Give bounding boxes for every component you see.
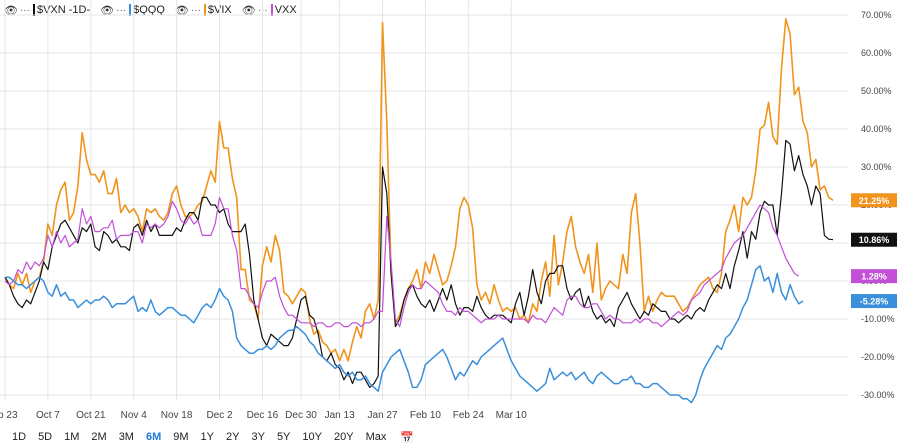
grid [0, 0, 848, 400]
series-line-qqq [5, 265, 804, 404]
y-tick-label: 60.00% [861, 48, 892, 58]
x-tick-label: Jan 27 [368, 410, 398, 421]
legend-swatch [129, 4, 132, 16]
last-value-label: 1.28% [861, 272, 887, 282]
y-tick-label: -30.00% [861, 390, 895, 400]
range-button-10y[interactable]: 10Y [302, 431, 322, 443]
range-button-20y[interactable]: 20Y [333, 431, 354, 443]
x-tick-label: Oct 7 [36, 410, 60, 421]
calendar-icon[interactable]: 📅 [400, 431, 415, 444]
series-lines [4, 17, 834, 404]
more-icon[interactable]: ··· [19, 4, 30, 16]
range-button-max[interactable]: Max [365, 431, 387, 443]
y-tick-label: -20.00% [861, 352, 895, 362]
x-tick-label: Jan 13 [325, 410, 355, 421]
series-line-vxx [4, 196, 800, 328]
series-line-vxnd [4, 139, 834, 388]
last-value-badge [851, 294, 897, 309]
eye-icon[interactable]: 👁 [100, 4, 115, 17]
series-line-vix [4, 17, 834, 362]
legend-label: VXX [274, 4, 297, 16]
range-button-1y[interactable]: 1Y [200, 431, 214, 443]
eye-icon[interactable]: 👁 [174, 4, 189, 17]
x-tick-label: Dec 16 [247, 410, 279, 421]
range-button-1d[interactable]: 1D [12, 431, 27, 443]
range-button-9m[interactable]: 9M [173, 431, 189, 443]
legend-swatch [32, 4, 35, 16]
y-tick-label: 40.00% [861, 124, 892, 134]
range-button-1m[interactable]: 1M [64, 431, 80, 443]
legend-item[interactable]: 👁 ··· $QQQ [96, 4, 169, 17]
eye-icon[interactable]: 👁 [241, 4, 256, 17]
range-button-3y[interactable]: 3Y [251, 431, 265, 443]
legend-swatch [270, 4, 273, 16]
last-value-badge [851, 269, 897, 284]
legend-swatch [203, 4, 206, 16]
x-tick-label: Feb 10 [410, 410, 442, 421]
range-button-5y[interactable]: 5Y [276, 431, 291, 443]
legend-item[interactable]: 👁···$VIX [171, 4, 236, 17]
last-value-labels: 21.25% 10.86% 1.28% -5.28% [851, 193, 897, 309]
x-axis-labels: ep 23 Oct 7 Oct 21 Nov 4 Nov 18 Dec 2 Dec 16 De… [0, 410, 527, 421]
more-icon[interactable]: ··· [190, 4, 201, 16]
last-value-badge [851, 232, 897, 247]
x-tick-label: Mar 10 [496, 410, 528, 421]
range-button-6m[interactable]: 6M [145, 431, 162, 443]
x-tick-label: ep 23 [0, 410, 18, 421]
range-selector: 1D 5D 1M 2M 3M 6M 9M 1Y 2Y 3Y 5Y 10Y 20Y Max 📅 [0, 428, 414, 446]
range-button-2y[interactable]: 2Y [226, 431, 240, 443]
range-button-2m[interactable]: 2M [91, 431, 107, 443]
last-value-label: 21.25% [859, 196, 890, 206]
x-tick-label: Nov 4 [121, 410, 148, 421]
legend-item[interactable]: 👁 ··· $VXN -1D- [0, 4, 94, 17]
range-button-3m[interactable]: 3M [118, 431, 134, 443]
chart: ep 23 Oct 7 Oct 21 Nov 4 Nov 18 Dec 2 Dec 16 De… [0, 0, 897, 421]
legend-label: $VXN -1D- [36, 4, 91, 16]
x-tick-label: Dec 2 [206, 410, 233, 421]
x-tick-label: Feb 24 [453, 410, 485, 421]
y-tick-label: 70.00% [861, 10, 892, 20]
x-tick-label: Oct 21 [76, 410, 106, 421]
eye-icon[interactable]: 👁 [4, 4, 18, 17]
last-value-badge [851, 193, 897, 208]
last-value-label: -5.28% [860, 297, 889, 307]
x-tick-label: Dec 30 [285, 410, 317, 421]
last-value-label: 10.86% [859, 235, 890, 245]
y-tick-label: 50.00% [861, 86, 892, 96]
range-button-5d[interactable]: 5D [38, 431, 53, 443]
y-tick-label: 30.00% [861, 162, 892, 172]
y-tick-label: -10.00% [861, 314, 895, 324]
legend-label: $QQQ [133, 4, 165, 16]
x-tick-label: Nov 18 [161, 410, 193, 421]
more-icon[interactable]: ··· [116, 4, 127, 16]
